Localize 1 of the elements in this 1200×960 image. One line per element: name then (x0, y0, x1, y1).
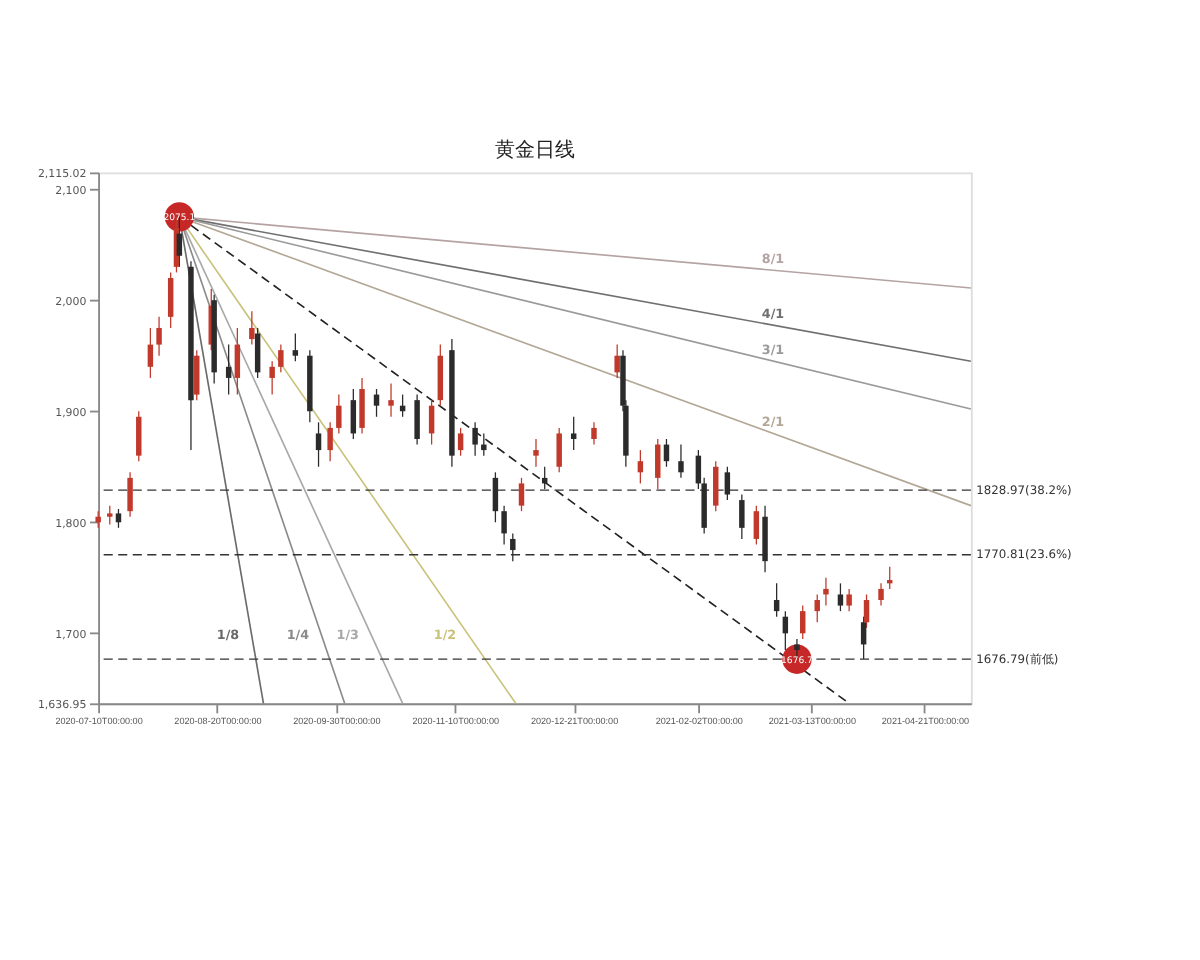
chart-title: 黄金日线 (494, 138, 575, 163)
